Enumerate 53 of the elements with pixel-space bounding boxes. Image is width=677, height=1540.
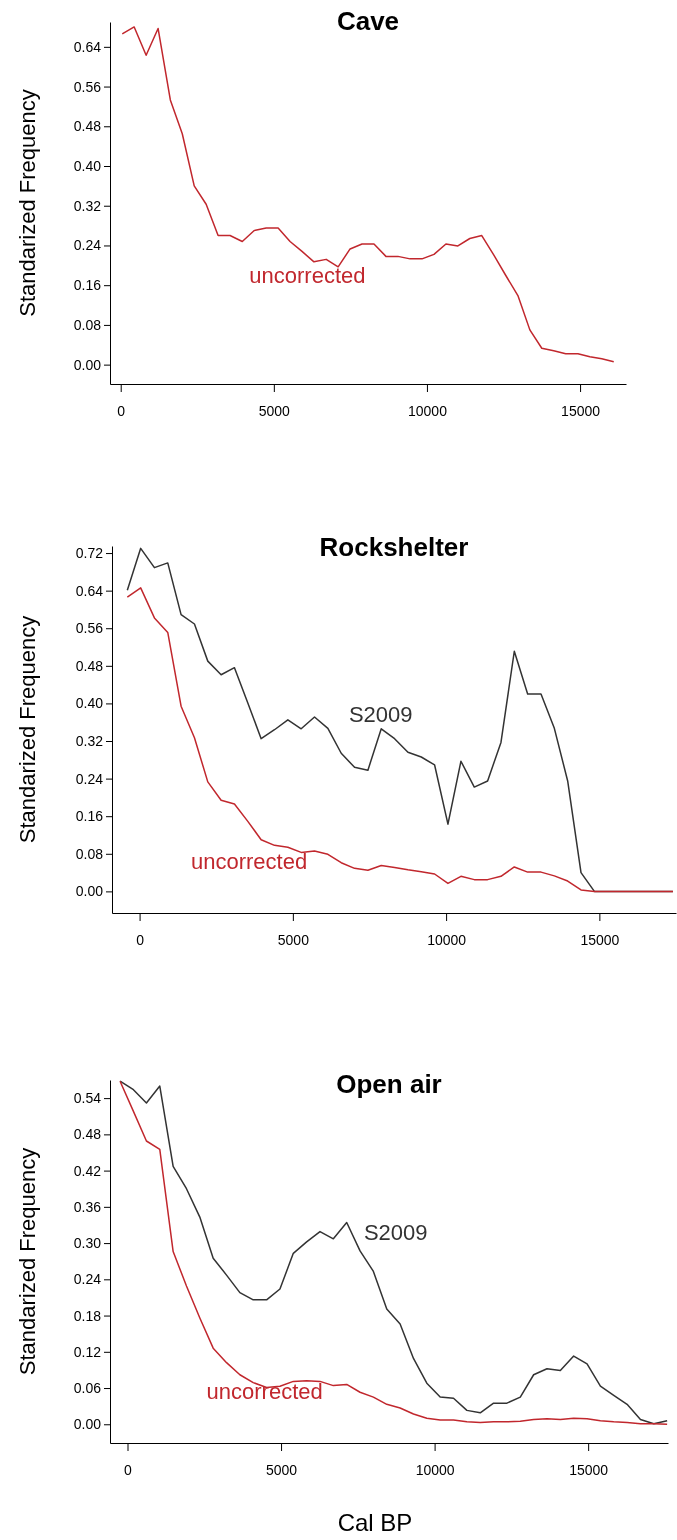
series-label: S2009 xyxy=(348,702,413,728)
y-tick-label: 0.24 xyxy=(73,1271,102,1288)
y-tick-label: 0.12 xyxy=(73,1343,102,1360)
y-tick-label: 0.00 xyxy=(73,1416,102,1433)
y-tick-label: 0.40 xyxy=(73,157,102,174)
y-tick-label: 0.00 xyxy=(75,883,104,900)
y-tick-label: 0.48 xyxy=(75,657,104,674)
x-tick-label: 5000 xyxy=(258,403,291,419)
y-tick-label: 0.32 xyxy=(73,197,102,214)
y-tick-label: 0.64 xyxy=(75,582,104,599)
series-label: uncorrected xyxy=(206,1379,323,1405)
y-tick-label: 0.48 xyxy=(73,1126,102,1143)
y-tick-label: 0.56 xyxy=(73,78,102,95)
x-tick-label: 15000 xyxy=(580,932,620,948)
series-label: uncorrected xyxy=(249,262,366,288)
y-tick-label: 0.72 xyxy=(75,545,104,562)
y-tick-label: 0.56 xyxy=(75,620,104,637)
chart-title: Open air xyxy=(336,1069,442,1099)
y-tick-label: 0.18 xyxy=(73,1307,102,1324)
y-axis-title: Standarized Frequency xyxy=(15,615,40,844)
x-tick-label: 0 xyxy=(117,403,126,419)
y-tick-label: 0.36 xyxy=(73,1198,102,1215)
y-tick-label: 0.24 xyxy=(75,770,104,787)
x-tick-label: 0 xyxy=(124,1462,133,1478)
y-tick-label: 0.42 xyxy=(73,1162,102,1179)
x-axis-title: Cal BP xyxy=(337,1509,413,1536)
series-label: uncorrected xyxy=(190,848,308,874)
x-tick-label: 15000 xyxy=(561,403,601,419)
y-tick-label: 0.24 xyxy=(73,237,102,254)
chart-title: Rockshelter xyxy=(319,532,469,562)
y-tick-label: 0.06 xyxy=(73,1380,102,1397)
y-tick-label: 0.16 xyxy=(73,277,102,294)
y-tick-label: 0.40 xyxy=(75,695,104,712)
y-axis-title: Standarized Frequency xyxy=(15,89,40,317)
x-tick-label: 0 xyxy=(136,932,145,948)
y-tick-label: 0.30 xyxy=(73,1235,102,1252)
y-tick-label: 0.08 xyxy=(75,845,104,862)
x-tick-label: 10000 xyxy=(415,1462,455,1478)
series-label: S2009 xyxy=(363,1219,428,1245)
y-tick-label: 0.54 xyxy=(73,1090,102,1107)
y-tick-label: 0.00 xyxy=(73,356,102,373)
y-tick-label: 0.32 xyxy=(75,732,104,749)
y-tick-label: 0.16 xyxy=(75,808,104,825)
chart-title: Cave xyxy=(336,6,400,36)
x-tick-label: 15000 xyxy=(569,1462,609,1478)
x-tick-label: 10000 xyxy=(427,932,467,948)
y-axis-title: Standarized Frequency xyxy=(15,1147,40,1376)
x-tick-label: 10000 xyxy=(407,403,448,419)
y-tick-label: 0.64 xyxy=(73,38,102,55)
y-tick-label: 0.08 xyxy=(73,316,102,333)
x-tick-label: 5000 xyxy=(277,932,310,948)
x-tick-label: 5000 xyxy=(265,1462,298,1478)
y-tick-label: 0.48 xyxy=(73,118,102,135)
